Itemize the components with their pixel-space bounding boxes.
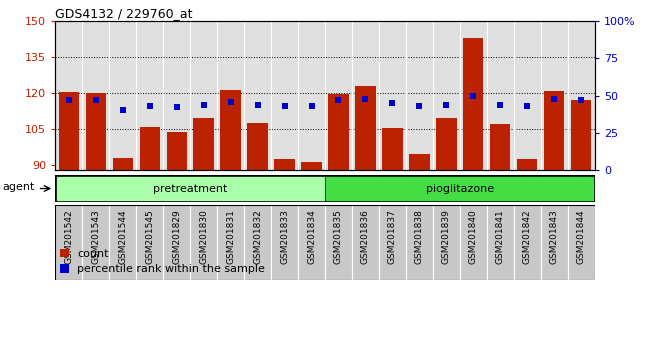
Point (64, 97, 74, 103)
FancyBboxPatch shape (541, 205, 568, 280)
FancyBboxPatch shape (460, 205, 487, 280)
Point (226, 99, 236, 104)
Text: GSM201843: GSM201843 (550, 209, 559, 264)
Text: GDS4132 / 229760_at: GDS4132 / 229760_at (55, 7, 193, 20)
Bar (112, 158, 133, 170)
Point (306, 103, 317, 109)
Point (252, 102, 263, 107)
FancyBboxPatch shape (190, 205, 217, 280)
Bar (463, 38, 484, 170)
Bar (544, 91, 564, 170)
FancyBboxPatch shape (514, 205, 541, 280)
Text: agent: agent (3, 182, 35, 192)
Text: GSM201841: GSM201841 (496, 209, 505, 264)
FancyBboxPatch shape (136, 205, 163, 280)
FancyBboxPatch shape (325, 205, 352, 280)
FancyBboxPatch shape (55, 205, 82, 280)
Point (387, 100, 398, 106)
Point (198, 102, 209, 107)
Text: GSM201836: GSM201836 (361, 209, 370, 264)
FancyBboxPatch shape (163, 205, 190, 280)
Text: GSM201838: GSM201838 (415, 209, 424, 264)
FancyBboxPatch shape (433, 205, 460, 280)
Point (522, 103, 532, 109)
Point (333, 97, 344, 103)
Text: GSM201831: GSM201831 (226, 209, 235, 264)
Text: GSM201830: GSM201830 (199, 209, 208, 264)
Point (280, 103, 290, 109)
Text: GSM201544: GSM201544 (118, 209, 127, 264)
Bar (571, 101, 592, 170)
Text: GSM201832: GSM201832 (253, 209, 262, 264)
Text: GSM201545: GSM201545 (145, 209, 154, 264)
Point (172, 105, 182, 110)
FancyBboxPatch shape (352, 205, 379, 280)
Bar (382, 128, 402, 170)
Bar (328, 95, 348, 170)
Point (90, 97, 101, 103)
Text: GSM201829: GSM201829 (172, 209, 181, 264)
Bar (517, 159, 538, 170)
Point (360, 96, 370, 101)
Text: GSM201543: GSM201543 (91, 209, 100, 264)
Bar (302, 161, 322, 170)
FancyBboxPatch shape (379, 205, 406, 280)
Legend: count, percentile rank within the sample: count, percentile rank within the sample (55, 244, 270, 279)
Bar (248, 123, 268, 170)
Point (144, 103, 155, 109)
FancyBboxPatch shape (487, 205, 514, 280)
Text: GSM201839: GSM201839 (442, 209, 451, 264)
FancyBboxPatch shape (406, 205, 433, 280)
Text: GSM201840: GSM201840 (469, 209, 478, 264)
FancyBboxPatch shape (82, 205, 109, 280)
Bar (194, 118, 214, 170)
FancyBboxPatch shape (109, 205, 136, 280)
Text: GSM201844: GSM201844 (577, 209, 586, 264)
Point (495, 102, 506, 107)
Point (576, 97, 586, 103)
Point (441, 102, 452, 107)
Bar (436, 118, 456, 170)
FancyBboxPatch shape (217, 205, 244, 280)
Bar (57, 177, 324, 200)
Point (414, 103, 424, 109)
Text: GSM201837: GSM201837 (388, 209, 397, 264)
Point (549, 96, 560, 101)
Text: GSM201842: GSM201842 (523, 209, 532, 264)
Text: GSM201542: GSM201542 (64, 209, 73, 264)
Text: GSM201834: GSM201834 (307, 209, 316, 264)
FancyBboxPatch shape (568, 205, 595, 280)
Text: GSM201833: GSM201833 (280, 209, 289, 264)
Bar (166, 132, 187, 170)
Point (118, 108, 128, 113)
FancyBboxPatch shape (244, 205, 271, 280)
Text: pioglitazone: pioglitazone (426, 183, 494, 194)
Bar (274, 159, 294, 170)
Bar (140, 127, 160, 170)
Text: pretreatment: pretreatment (153, 183, 228, 194)
Bar (356, 86, 376, 170)
Bar (326, 177, 593, 200)
Bar (490, 124, 510, 170)
FancyBboxPatch shape (298, 205, 325, 280)
FancyBboxPatch shape (271, 205, 298, 280)
Text: GSM201835: GSM201835 (334, 209, 343, 264)
Bar (58, 92, 79, 170)
Bar (410, 154, 430, 170)
Bar (220, 90, 240, 170)
Point (468, 93, 478, 98)
Bar (86, 93, 106, 170)
